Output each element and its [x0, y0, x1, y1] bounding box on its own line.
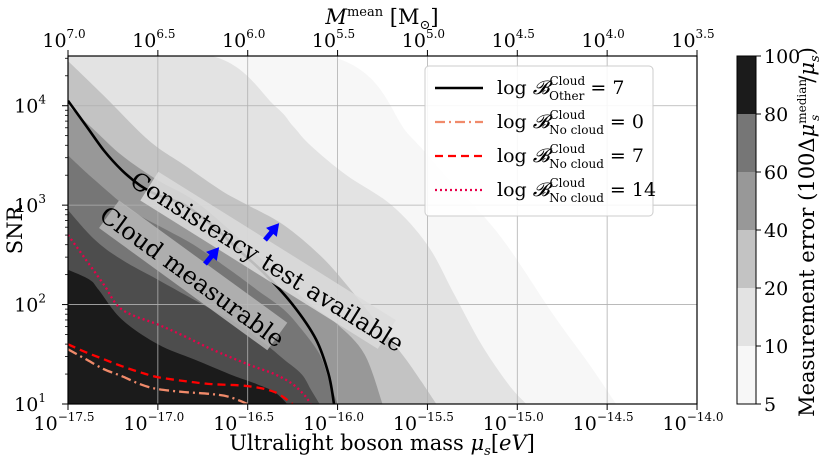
colorbar-segment-2 — [737, 230, 756, 288]
colorbar-tick-label-2: 20 — [764, 278, 788, 300]
colorbar-segment-3 — [737, 172, 756, 230]
plot-frame — [67, 55, 698, 405]
grid-lines — [68, 56, 697, 404]
legend: log 𝓑Cloud Other = 7 log 𝓑Cloud No cloud = … — [424, 65, 656, 217]
arrow-consistency — [263, 223, 280, 242]
y-axis-label: SNR — [3, 205, 27, 255]
colorbar-tick-label-6: 100 — [764, 46, 800, 68]
top-tick-label-6: 104.0 — [582, 27, 625, 52]
arrow-cloud-head — [206, 247, 220, 261]
colorbar-tick-label-4: 60 — [764, 162, 788, 184]
colorbar-segment-top — [737, 56, 756, 114]
y-tick-label-1: 102 — [14, 292, 46, 317]
colorbar-segment-1 — [737, 288, 756, 346]
arrow-cloud-shaft — [203, 253, 215, 266]
top-tick-label-4: 105.0 — [402, 27, 445, 52]
y-tick-label-2: 103 — [14, 192, 46, 217]
arrow-consistency-head — [266, 223, 280, 237]
x-tick-label-5: 10−15.0 — [483, 410, 544, 435]
y-tick-label-0: 101 — [14, 391, 46, 416]
colorbar-tick-label-3: 40 — [764, 220, 788, 242]
y-tick-label-3: 104 — [14, 93, 46, 118]
series-line-3 — [68, 343, 294, 404]
colorbar-tick-label-5: 80 — [764, 104, 788, 126]
top-axis-label: Mmean [M⊙] — [324, 5, 438, 33]
legend-label-3: log 𝓑Cloud No cloud = 7 — [497, 142, 644, 171]
colorbar-tick-label-0: 5 — [764, 394, 776, 416]
top-tick-label-7: 103.5 — [671, 27, 714, 52]
colorbar-tick-label-1: 10 — [764, 336, 788, 358]
x-axis-ticks: 10−17.5 10−17.0 10−16.5 10−16.0 10−15.5 10−15… — [34, 404, 724, 435]
x-tick-label-0: 10−17.5 — [34, 410, 95, 435]
top-tick-label-0: 107.0 — [42, 27, 85, 52]
legend-box — [424, 65, 654, 217]
region-6 — [68, 56, 320, 404]
top-tick-label-2: 106.0 — [222, 27, 265, 52]
region-7 — [68, 56, 288, 404]
colorbar: 5 10 20 40 60 80 100 — [736, 46, 800, 416]
x-tick-label-7: 10−14.0 — [663, 410, 724, 435]
legend-label-4: log 𝓑Cloud No cloud = 14 — [497, 176, 656, 205]
colorbar-segment-4 — [737, 114, 756, 172]
top-tick-label-3: 105.5 — [312, 27, 355, 52]
x-axis-label: Ultralight boson mass μs[eV] — [229, 431, 535, 459]
annotation-cloud-bg — [99, 200, 288, 351]
series-line-4 — [68, 234, 312, 404]
x-tick-label-2: 10−16.5 — [213, 410, 274, 435]
top-tick-label-5: 104.5 — [492, 27, 535, 52]
series-line-2 — [68, 348, 249, 404]
x-tick-label-4: 10−15.5 — [393, 410, 454, 435]
arrow-cloud — [203, 247, 220, 266]
annotation-consistency-bg — [140, 171, 396, 349]
legend-label-2: log 𝓑Cloud No cloud = 0 — [497, 108, 644, 137]
legend-label-1: log 𝓑Cloud Other = 7 — [497, 74, 624, 103]
y-axis-ticks: 101 102 103 104 — [14, 57, 68, 416]
top-tick-label-1: 106.5 — [132, 27, 175, 52]
top-axis-ticks: 107.0 106.5 106.0 105.5 105.0 104.5 104.0 103.5 — [42, 27, 715, 56]
x-tick-label-1: 10−17.0 — [123, 410, 184, 435]
colorbar-segment-0 — [737, 346, 756, 404]
x-tick-label-3: 10−16.0 — [303, 410, 364, 435]
x-tick-label-6: 10−14.5 — [573, 410, 634, 435]
colorbar-label: Measurement error (100Δμmedians/μs) — [795, 47, 823, 417]
